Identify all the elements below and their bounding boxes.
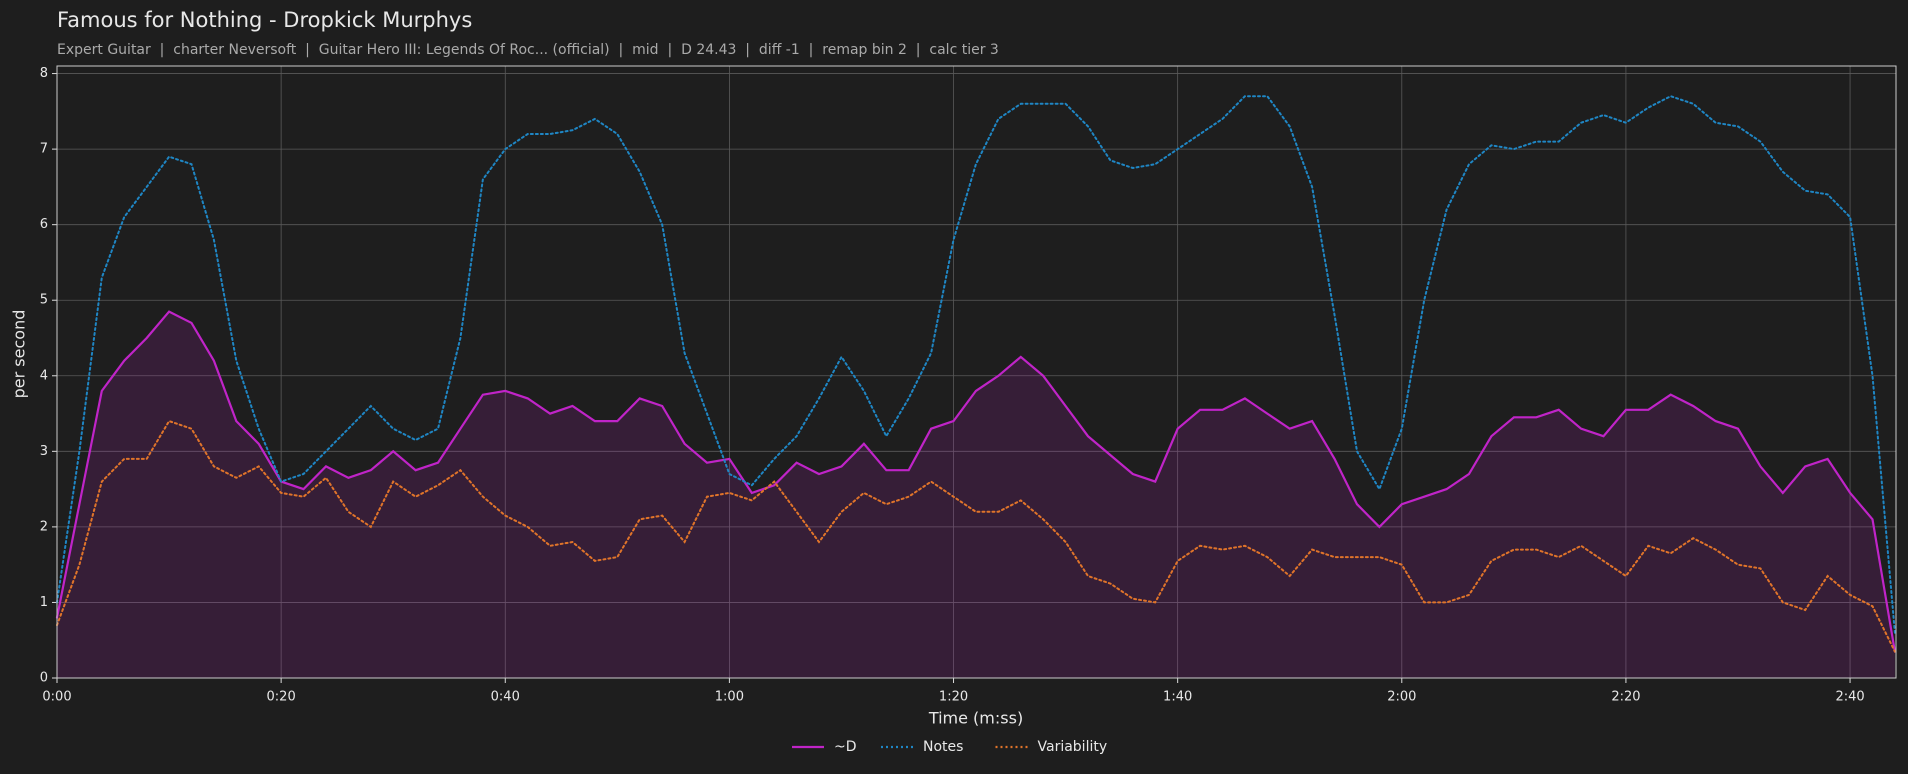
y-tick-label: 1	[40, 595, 48, 610]
y-tick-label: 5	[40, 293, 48, 308]
chart-subtitle: Expert Guitar | charter Neversoft | Guit…	[57, 42, 999, 58]
x-tick-label: 0:20	[267, 690, 296, 705]
chart-title: Famous for Nothing - Dropkick Murphys	[57, 8, 472, 32]
x-tick-label: 1:00	[715, 690, 744, 705]
y-tick-label: 0	[40, 671, 48, 686]
line	[55, 310, 1896, 653]
plot-frame	[56, 65, 1897, 679]
y-tick-label: 8	[40, 66, 48, 81]
legend-label: ~D	[834, 739, 857, 755]
x-tick-label: 0:40	[491, 690, 520, 705]
y-tick-label: 7	[40, 142, 48, 157]
y-tick-label: 6	[40, 217, 48, 232]
series-group	[55, 95, 1896, 678]
y-tick-label: 2	[40, 519, 48, 534]
x-tick-label: 1:20	[939, 690, 968, 705]
legend-label: Variability	[1038, 739, 1108, 755]
x-tick-label: 2:40	[1835, 690, 1864, 705]
x-tick-label: 2:20	[1611, 690, 1640, 705]
plot-area	[57, 66, 1896, 678]
line	[56, 95, 1896, 634]
line	[56, 419, 1896, 653]
x-tick-label: 0:00	[42, 690, 71, 705]
area	[57, 311, 1895, 678]
x-tick-label: 2:00	[1387, 690, 1416, 705]
y-axis-label: per second	[10, 310, 29, 399]
x-axis-label: Time (m:ss)	[928, 709, 1023, 728]
y-tick-label: 4	[40, 368, 48, 383]
legend-label: Notes	[923, 739, 963, 755]
x-tick-label: 1:40	[1163, 690, 1192, 705]
y-tick-label: 3	[40, 444, 48, 459]
